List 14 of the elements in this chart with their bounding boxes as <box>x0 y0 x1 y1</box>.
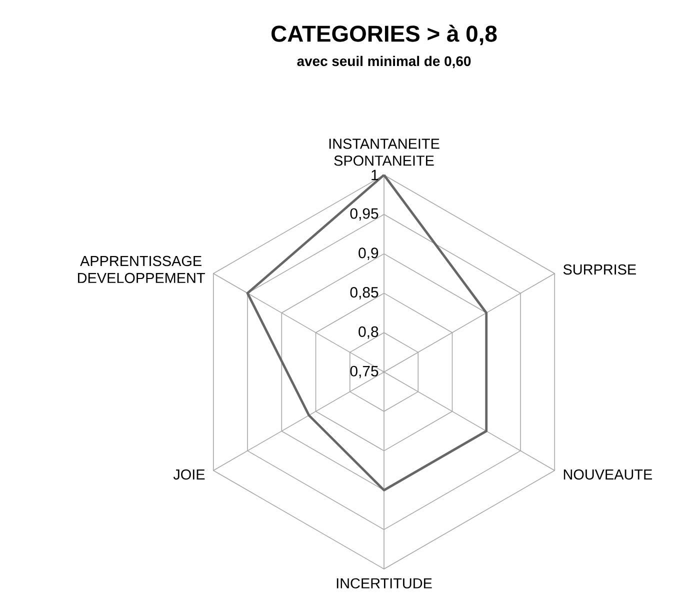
spoke-label: INCERTITUDE <box>336 578 432 588</box>
y-tick-label: 0,9 <box>358 248 378 260</box>
chart-subtitle: avec seuil minimal de 0,60 <box>297 56 471 68</box>
spoke-label: INSTANTANEITE SPONTANEITE <box>329 138 440 166</box>
chart-title: CATEGORIES > à 0,8 <box>272 24 497 46</box>
spoke-label: NOUVEAUTE <box>564 469 652 480</box>
y-tick-label: 1 <box>372 170 378 180</box>
spoke-label: JOIE <box>173 469 205 480</box>
spoke-label: APPRENTISSAGE DEVELOPPEMENT <box>78 256 205 284</box>
y-tick-label: 0,95 <box>350 208 378 221</box>
y-tick-label: 0,85 <box>350 287 378 300</box>
spoke-label: SURPRISE <box>563 264 636 275</box>
y-tick-label: 0,75 <box>350 366 378 378</box>
y-tick-label: 0,8 <box>358 326 378 339</box>
